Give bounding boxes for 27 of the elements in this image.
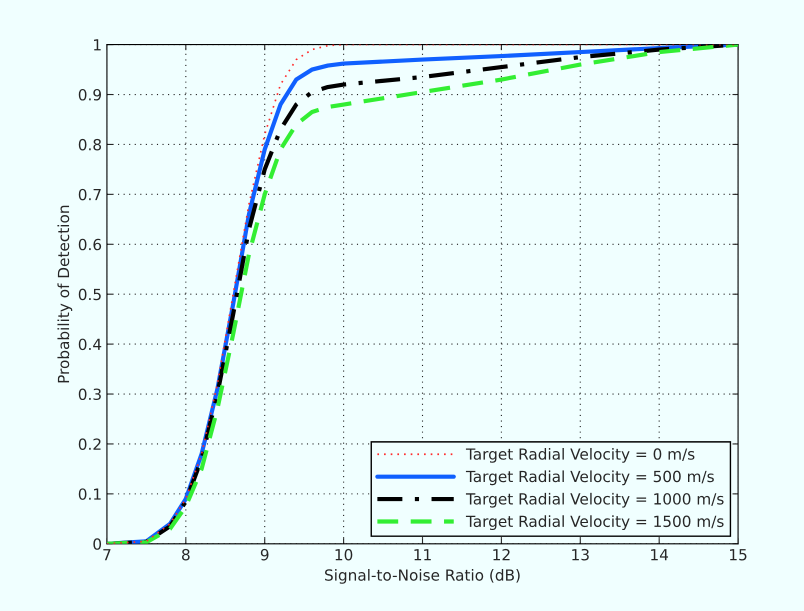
x-tick-label: 12 bbox=[493, 548, 510, 560]
y-tick-label: 0.1 bbox=[78, 488, 101, 500]
y-tick-label: 0.8 bbox=[78, 138, 102, 150]
y-tick-label: 1 bbox=[94, 39, 101, 50]
x-tick-label: 7 bbox=[103, 549, 110, 560]
x-tick-label: 13 bbox=[572, 548, 589, 560]
x-tick-label: 15 bbox=[730, 549, 746, 560]
x-axis-title: Signal-to-Noise Ratio (dB) bbox=[325, 568, 520, 584]
line-series bbox=[106, 44, 738, 544]
y-tick-label: 0.3 bbox=[78, 388, 101, 400]
legend-label: Target Radial Velocity = 1000 m/s bbox=[466, 492, 724, 508]
x-tick-label: 8 bbox=[182, 548, 190, 560]
legend-label: Target Radial Velocity = 500 m/s bbox=[466, 470, 714, 486]
y-tick-label: 0.2 bbox=[78, 438, 101, 450]
y-tick-label: 0.9 bbox=[78, 88, 101, 101]
y-tick-label: 0 bbox=[93, 538, 102, 550]
legend-label: Target Radial Velocity = 0 m/s bbox=[466, 448, 694, 463]
x-tick-label: 9 bbox=[260, 548, 269, 560]
y-tick-label: 0.5 bbox=[78, 288, 101, 300]
y-tick-label: 0.7 bbox=[78, 188, 101, 200]
x-tick-label: 10 bbox=[336, 548, 352, 560]
x-tick-label: 14 bbox=[651, 549, 668, 560]
y-tick-label: 0.6 bbox=[78, 238, 102, 250]
legend-label: Target Radial Velocity = 1500 m/s bbox=[466, 515, 724, 530]
x-tick-label: 11 bbox=[414, 549, 431, 560]
y-tick-label: 0.4 bbox=[78, 338, 102, 350]
y-axis-title: Probability of Detection bbox=[57, 206, 72, 382]
